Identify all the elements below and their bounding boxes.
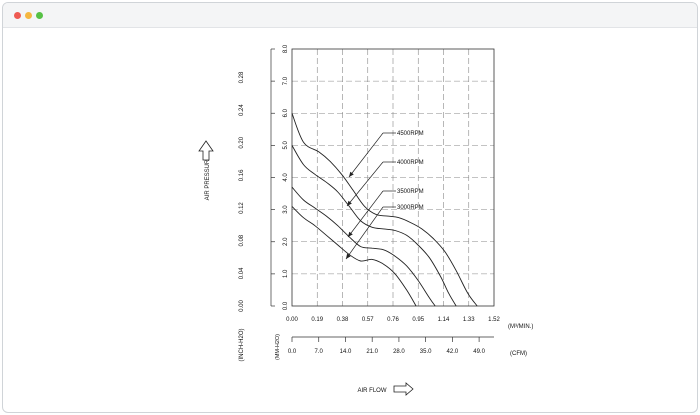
x-axis-title: AIR FLOW (357, 388, 386, 394)
x-tick-label-m3min: 0.00 (286, 317, 298, 323)
x-axis-unit-m3min: (M³/MIN.) (508, 324, 533, 330)
plot-border (291, 48, 495, 307)
y-tick-label-inchh2o: 0.16 (239, 169, 245, 181)
x-tick-label-cfm: 49.0 (473, 349, 485, 355)
curve-4500rpm (291, 113, 478, 307)
curve-3000rpm (291, 206, 417, 307)
y-tick-label-mmh2o: 4.0 (283, 173, 289, 182)
x-tick-label-m3min: 0.76 (387, 317, 399, 323)
x-tick-label-cfm: 14.0 (340, 349, 352, 355)
y-tick-label-inchh2o: 0.12 (239, 202, 245, 214)
y-tick-label-inchh2o: 0.28 (239, 71, 245, 83)
chart-series (291, 113, 478, 307)
x-tick-label-cfm: 42.0 (447, 349, 459, 355)
series-label-3500rpm: 3500RPM (397, 189, 424, 195)
y-tick-label-inchh2o: 0.04 (239, 267, 245, 279)
curve-4000rpm (291, 145, 457, 307)
y-tick-label-inchh2o: 0.24 (239, 104, 245, 116)
y-tick-label-mmh2o: 3.0 (283, 205, 289, 214)
x-tick-label-cfm: 21.0 (366, 349, 378, 355)
title-bar (3, 3, 697, 28)
y-tick-label-mmh2o: 0.0 (283, 301, 289, 310)
y-tick-label-mmh2o: 6.0 (283, 108, 289, 117)
x-tick-label-m3min: 0.38 (337, 317, 349, 323)
y-tick-label-inchh2o: 0.00 (239, 300, 245, 312)
leader-line (348, 132, 384, 178)
x-tick-label-m3min: 1.33 (463, 317, 475, 323)
y-tick-label-mmh2o: 1.0 (283, 269, 289, 278)
leader-line (346, 161, 384, 207)
x-tick-label-m3min: 1.52 (488, 317, 500, 323)
series-label-3000rpm: 3000RPM (397, 205, 424, 211)
y-axis-unit-mmh2o: (MM-H2O) (275, 334, 281, 360)
y-axis-unit-inchh2o: (INCH-H2O) (239, 329, 245, 362)
leader-line (345, 206, 384, 260)
x-tick-label-m3min: 1.14 (438, 317, 450, 323)
close-button[interactable] (14, 12, 21, 19)
x-axis-unit-cfm: (CFM) (510, 351, 527, 357)
y-tick-label-mmh2o: 7.0 (283, 76, 289, 85)
arrow-head (346, 253, 351, 259)
x-tick-label-cfm: 35.0 (420, 349, 432, 355)
series-label-4500rpm: 4500RPM (397, 131, 424, 137)
maximize-button[interactable] (36, 12, 43, 19)
y-tick-label-mmh2o: 2.0 (283, 237, 289, 246)
series-label-4000rpm: 4000RPM (397, 160, 424, 166)
minimize-button[interactable] (25, 12, 32, 19)
y-axis-title: AIR PRESSURE (205, 156, 211, 201)
arrow-head (347, 200, 352, 206)
x-tick-label-m3min: 0.95 (412, 317, 424, 323)
x-tick-label-m3min: 0.19 (311, 317, 323, 323)
y-tick-label-mmh2o: 5.0 (283, 141, 289, 150)
chart-labels: 0.0 1.0 2.0 3.0 4.0 5.0 6.0 7.0 8.0 0.00 0.04 0.08 0… (239, 44, 500, 355)
y-tick-label-mmh2o: 8.0 (283, 44, 289, 53)
arrow-head (348, 231, 353, 237)
chart-grid (292, 49, 494, 306)
chart-frame (270, 48, 495, 342)
leader-line (347, 190, 384, 238)
curve-3500rpm (291, 186, 436, 307)
y-tick-label-inchh2o: 0.08 (239, 234, 245, 246)
arrow-head (349, 171, 354, 177)
x-tick-label-m3min: 0.57 (362, 317, 374, 323)
x-tick-label-cfm: 28.0 (393, 349, 405, 355)
x-tick-label-cfm: 7.0 (315, 349, 324, 355)
x-tick-label-cfm: 0.0 (288, 349, 297, 355)
y-tick-label-inchh2o: 0.20 (239, 136, 245, 148)
up-arrow-icon (198, 140, 214, 161)
right-arrow-icon (393, 382, 414, 396)
